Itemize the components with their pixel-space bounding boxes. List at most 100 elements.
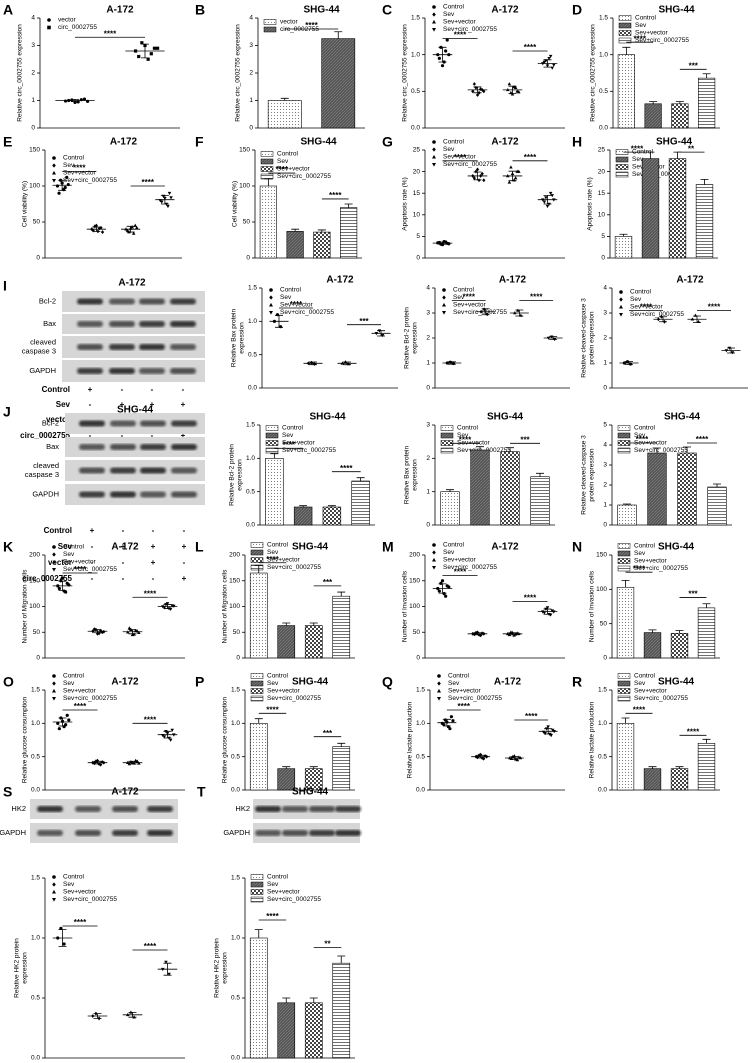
legend-swatch [265,447,279,454]
legend-swatch [250,557,264,563]
legend-marker [432,12,436,17]
error-bar [713,483,721,487]
legend-label: Sev [634,680,646,687]
legend-label: vector [58,17,77,24]
chart-title: SHG-44 [664,412,701,423]
legend-marker [442,311,446,315]
blot-band [75,806,101,812]
data-point [165,602,170,606]
data-point [133,628,138,632]
band-label: Bax [46,442,59,451]
chart-title: A-172 [499,275,527,286]
legend-label: Sev [453,294,465,301]
panel-label: G [382,134,393,150]
blot-band [170,368,196,374]
error-bar [337,955,346,964]
legend-swatch [617,550,631,557]
y-axis-label: Relative Bcl-2 protein [404,307,411,369]
error-bar [543,59,552,68]
y-axis-label: Relative circ_0002755 expression [235,24,242,122]
y-tick-label: 4 [31,15,35,22]
y-tick-label: 50 [33,629,41,636]
legend-swatch [617,673,631,679]
error-bar [309,361,317,366]
data-point [451,719,455,723]
blot-band [77,298,103,305]
legend-marker [52,889,56,894]
blot-band [139,368,165,374]
data-point [56,721,60,725]
data-point [542,60,547,64]
legend-label: Sev+circ_0002755 [453,309,507,316]
blot-title: SHG-44 [117,405,154,416]
legend-label: Sev [457,432,469,439]
y-tick-label: 0.0 [231,787,240,794]
legend-label: Sev [63,680,75,687]
legend-swatch [260,166,274,172]
bar [440,491,460,526]
bar [313,231,331,259]
legend-marker [52,156,56,160]
y-tick-label: 200 [409,552,420,559]
error-bar [653,447,661,453]
significance-label: ** [688,144,695,153]
y-tick-label: 0 [36,655,40,662]
y-axis-label: Relative Bcl-2 protein [229,444,236,506]
y-tick-label: 1.0 [31,935,40,942]
condition-label: Sev [56,400,71,409]
y-axis-label: Relative circ_0002755 expression [17,24,24,122]
error-bar [508,170,517,182]
y-tick-label: 0.0 [599,125,608,132]
legend-label: Sev+circ_0002755 [634,447,688,454]
y-tick-label: 0.5 [31,995,40,1002]
legend-label: Sev+vector [635,30,669,37]
band-label: caspase 3 [22,346,56,355]
significance-label: **** [454,31,467,40]
y-tick-label: 0 [246,255,250,262]
legend-marker [442,288,446,292]
condition-sign: + [88,385,93,394]
y-tick-label: 0.5 [231,753,240,760]
legend-swatch [260,173,274,180]
panel-label: P [195,674,204,690]
data-point [91,228,95,233]
blot-band [282,830,308,836]
data-point [65,175,69,179]
legend-marker [52,552,56,557]
legend-label: Sev+circ_0002755 [280,309,334,316]
band-label: cleaved [33,461,59,470]
bar [668,158,687,259]
y-tick-label: 5 [603,422,607,429]
legend-label: Control [63,874,85,881]
significance-label: **** [74,918,87,927]
data-point [127,626,132,630]
y-tick-label: 1 [603,360,607,367]
error-bar [163,730,172,739]
y-tick-label: 100 [29,183,40,190]
legend-label: Sev+vector [448,688,482,695]
data-point [160,200,164,204]
significance-label: **** [640,303,653,312]
blot-strip [30,799,178,819]
band-label: GAPDH [32,489,59,498]
error-bar [93,760,102,765]
legend-swatch [440,432,454,439]
legend-swatch [617,695,631,702]
data-point [97,226,102,231]
panel-label: I [3,278,7,294]
condition-sign: - [182,385,185,394]
data-point [449,715,454,719]
band-label: HK2 [235,804,250,813]
legend-marker [619,313,623,317]
legend-marker [52,179,56,183]
y-tick-label: 2 [603,482,607,489]
error-bar [473,171,482,181]
bar [277,1002,296,1059]
chart-title: A-172 [111,677,139,688]
legend-label: Sev+vector [63,170,97,177]
data-point [548,54,553,59]
bar [617,504,637,526]
legend-label: Sev [635,22,647,29]
bar [249,572,268,659]
error-bar [141,43,149,59]
